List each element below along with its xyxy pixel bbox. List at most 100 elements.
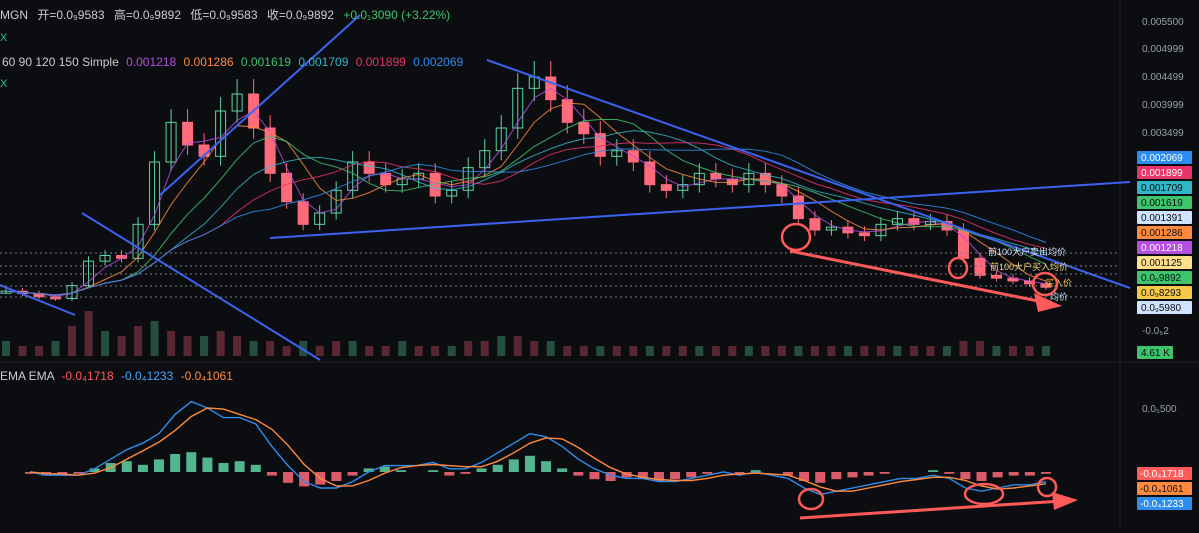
price-badge-text-8: 0.0₉9892 bbox=[1141, 273, 1182, 284]
ohlc-legend: MGN 开=0.0₉9583 高=0.0₉9892 低=0.0₉9583 收=0… bbox=[0, 6, 456, 23]
volume-bar bbox=[744, 346, 753, 356]
candle-body bbox=[83, 260, 95, 287]
indicator-toggle-2[interactable]: X bbox=[0, 78, 8, 90]
candle-body bbox=[363, 161, 375, 174]
candle-body bbox=[660, 184, 672, 191]
volume-bar bbox=[794, 346, 803, 356]
macd-hist-bar bbox=[702, 472, 713, 474]
volume-bar bbox=[876, 346, 885, 356]
volume-bar bbox=[810, 346, 819, 356]
price-tick-2: 0.004499 bbox=[1142, 72, 1184, 83]
macd-hist-bar bbox=[234, 461, 245, 472]
annotation-avg-price: 均价 bbox=[1050, 291, 1068, 302]
volume-bar bbox=[893, 346, 902, 356]
macd-circle-1 bbox=[797, 487, 825, 511]
open-label: 开=0.0₉9583 bbox=[37, 8, 105, 22]
macd-hist-bar bbox=[992, 472, 1003, 478]
macd-dif-line bbox=[29, 400, 1047, 496]
annotation-buy-avg: 买入价 bbox=[1045, 278, 1072, 288]
price-badge-text-2: 0.001709 bbox=[1141, 183, 1183, 194]
candle-body bbox=[264, 127, 276, 174]
candle-body bbox=[512, 87, 524, 129]
volume-bar bbox=[35, 346, 44, 356]
price-badge-text-4: 0.001391 bbox=[1141, 213, 1183, 224]
macd-badge-2 bbox=[1137, 497, 1192, 510]
indicator-toggle-1[interactable]: X bbox=[0, 32, 8, 44]
macd-badge-0 bbox=[1137, 467, 1192, 480]
price-badge-text-10: 0.0₉5980 bbox=[1141, 303, 1182, 314]
ma-line-6 bbox=[5, 148, 1047, 296]
candle-body bbox=[132, 223, 144, 259]
price-badge-text-3: 0.001619 bbox=[1141, 198, 1183, 209]
volume-bar bbox=[68, 326, 77, 356]
macd-hist-bar bbox=[444, 472, 455, 476]
macd-hist-bar bbox=[266, 472, 277, 476]
macd-hist-bar bbox=[218, 463, 229, 472]
price-tick-4: 0.003499 bbox=[1142, 128, 1184, 139]
ma-line-2 bbox=[5, 102, 1047, 296]
volume-bar bbox=[728, 346, 737, 356]
macd-hist-bar bbox=[154, 459, 165, 472]
volume-bar bbox=[678, 346, 687, 356]
macd-value-2: -0.0₄1233 bbox=[121, 369, 174, 383]
macd-hist-bar bbox=[299, 472, 310, 487]
macd-badge-1 bbox=[1137, 482, 1192, 495]
price-badge-text-7: 0.001125 bbox=[1141, 258, 1182, 269]
ma-value-4: 0.001709 bbox=[298, 55, 349, 69]
volume-bar bbox=[992, 346, 1001, 356]
volume-bar bbox=[546, 341, 555, 356]
volume-bar bbox=[18, 346, 27, 356]
macd-hist-bar bbox=[363, 468, 374, 472]
volume-bar bbox=[843, 346, 852, 356]
price-badge-text-5: 0.001286 bbox=[1141, 228, 1183, 239]
candle-body bbox=[495, 127, 507, 152]
trendline-0 bbox=[0, 284, 76, 316]
macd-hist-bar bbox=[944, 472, 955, 474]
macd-hist-bar bbox=[1024, 472, 1035, 476]
volume-bar bbox=[200, 336, 209, 356]
candle-body bbox=[908, 218, 920, 225]
volume-bar bbox=[629, 346, 638, 356]
volume-bar bbox=[596, 346, 605, 356]
macd-hist-bar bbox=[960, 472, 971, 480]
volume-bar bbox=[150, 321, 159, 356]
volume-bar bbox=[315, 346, 324, 356]
annotation-top100-sell: 前100大户卖出均价 bbox=[988, 246, 1066, 257]
trendline-4 bbox=[486, 59, 1131, 289]
macd-hist-bar bbox=[750, 470, 761, 472]
volume-bar bbox=[101, 331, 110, 356]
trendline-3 bbox=[269, 181, 1131, 239]
highlight-circle-1 bbox=[780, 222, 812, 252]
macd-hist-bar bbox=[250, 464, 261, 472]
macd-hist-bar bbox=[186, 452, 197, 472]
volume-bar bbox=[662, 346, 671, 356]
macd-hist-bar bbox=[460, 472, 471, 474]
price-tick-1: 0.004999 bbox=[1142, 44, 1184, 55]
annotation-top100-buy: 前100大户买入均价 bbox=[990, 261, 1068, 272]
volume-bar bbox=[233, 336, 242, 356]
volume-bar bbox=[959, 341, 968, 356]
macd-hist-bar bbox=[589, 472, 600, 480]
macd-hist-bar bbox=[573, 472, 584, 476]
highlight-circle-2 bbox=[947, 256, 969, 280]
macd-hist-bar bbox=[847, 472, 858, 478]
price-tick-0: 0.005500 bbox=[1142, 17, 1184, 28]
volume-badge-text: 4.61 K bbox=[1141, 348, 1170, 359]
volume-bar bbox=[332, 341, 341, 356]
volume-bar bbox=[942, 346, 951, 356]
candle-body bbox=[611, 150, 623, 157]
macd-hist-bar bbox=[202, 457, 213, 472]
highlight-circle-3 bbox=[1031, 271, 1059, 297]
volume-bar bbox=[645, 346, 654, 356]
volume-bar bbox=[464, 341, 473, 356]
volume-bar bbox=[777, 346, 786, 356]
macd-hist-bar bbox=[25, 472, 35, 474]
volume-bar bbox=[365, 346, 374, 356]
price-badge-6 bbox=[1137, 241, 1192, 254]
volume-bar bbox=[2, 341, 10, 356]
volume-bar bbox=[381, 346, 390, 356]
candle-body bbox=[578, 121, 590, 135]
ma-line-4 bbox=[5, 130, 1047, 296]
